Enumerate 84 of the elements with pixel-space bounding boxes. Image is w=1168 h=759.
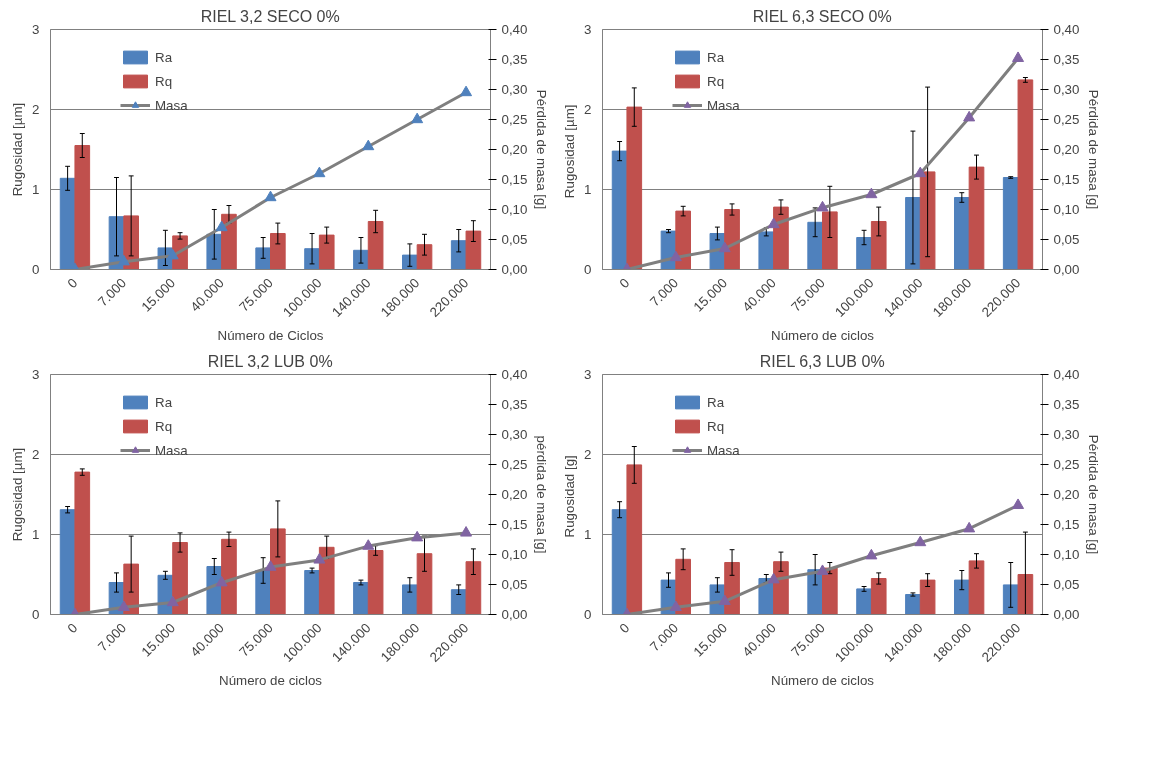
y2-tick-label: 0,25	[501, 112, 528, 127]
y2-tick-label: 0,35	[1053, 52, 1080, 67]
chart-title: RIEL 6,3 LUB 0%	[759, 352, 885, 370]
y2-tick-label: 0,15	[501, 172, 528, 187]
legend-label: Rq	[707, 418, 726, 434]
y2-tick-label: 0,30	[1053, 82, 1080, 97]
y2-tick-label: 0,05	[1053, 232, 1080, 247]
y2-tick-label: 0,35	[501, 52, 528, 67]
y-tick-label: 1	[584, 527, 592, 542]
y2-tick-label: 0,05	[501, 577, 528, 592]
y2-tick-label: 0,25	[1053, 112, 1080, 127]
y2-tick-label: 0,20	[501, 487, 528, 502]
y2-tick-label: 0,20	[501, 142, 528, 157]
y2-tick-label: 0,05	[501, 232, 528, 247]
y2-tick-label: 0,10	[501, 547, 528, 562]
y2-tick-label: 0,00	[1053, 607, 1080, 622]
y-tick-label: 1	[32, 527, 40, 542]
y2-tick-label: 0,10	[1053, 547, 1080, 562]
y2-tick-label: 0,30	[501, 82, 528, 97]
legend-label: Ra	[155, 394, 174, 410]
x-axis-title: Número de ciclos	[771, 672, 875, 688]
legend-label: Masa	[155, 442, 188, 458]
y2-tick-label: 0,30	[501, 427, 528, 442]
y-tick-label: 2	[584, 447, 592, 462]
y2-axis-title: pérdida de masa [g]	[534, 435, 550, 554]
y2-tick-label: 0,15	[1053, 172, 1080, 187]
y2-tick-label: 0,25	[501, 457, 528, 472]
y2-axis-title: Pérdida de masa [g]	[1086, 89, 1102, 210]
y-axis-title: Rugosidad [g]	[562, 455, 578, 538]
y-tick-label: 0	[32, 607, 40, 622]
y-tick-label: 3	[584, 367, 592, 382]
y-tick-label: 2	[32, 102, 40, 117]
y2-tick-label: 0,15	[1053, 517, 1080, 532]
y2-tick-label: 0,40	[1053, 22, 1080, 37]
legend-label: Ra	[707, 49, 726, 65]
y2-tick-label: 0,10	[1053, 202, 1080, 217]
legend-label: Rq	[155, 73, 174, 89]
y-axis-title: Rugosidad [µm]	[10, 447, 26, 542]
x-tick-label: 0	[616, 275, 633, 292]
y-tick-label: 3	[32, 367, 40, 382]
y-tick-label: 3	[584, 22, 592, 37]
y2-tick-label: 0,00	[501, 607, 528, 622]
legend-label: Rq	[707, 73, 726, 89]
legend-label: Masa	[155, 97, 188, 113]
x-tick-label: 0	[64, 275, 81, 292]
legend-label: Masa	[707, 97, 740, 113]
x-axis-title: Número de ciclos	[771, 327, 875, 343]
y2-tick-label: 0,40	[1053, 367, 1080, 382]
y2-tick-label: 0,20	[1053, 142, 1080, 157]
y2-tick-label: 0,00	[1053, 262, 1080, 277]
y2-tick-label: 0,25	[1053, 457, 1080, 472]
legend-label: Masa	[707, 442, 740, 458]
legend-label: Ra	[707, 394, 726, 410]
y2-tick-label: 0,20	[1053, 487, 1080, 502]
chart-title: RIEL 3,2 LUB 0%	[207, 352, 333, 370]
y2-axis-title: Pérdida de masa [g]	[534, 89, 550, 210]
y-axis-title: Rugosidad [µm]	[10, 102, 26, 197]
y2-tick-label: 0,35	[1053, 397, 1080, 412]
x-axis-title: Número de Ciclos	[217, 327, 324, 343]
y2-tick-label: 0,05	[1053, 577, 1080, 592]
chart-title: RIEL 3,2 SECO 0%	[200, 7, 340, 25]
chart-title: RIEL 6,3 SECO 0%	[752, 7, 892, 25]
y-tick-label: 0	[584, 262, 592, 277]
y2-tick-label: 0,15	[501, 517, 528, 532]
y2-tick-label: 0,40	[501, 367, 528, 382]
legend-label: Rq	[155, 418, 174, 434]
y-tick-label: 1	[584, 182, 592, 197]
y2-tick-label: 0,10	[501, 202, 528, 217]
y-tick-label: 2	[584, 102, 592, 117]
y-tick-label: 2	[32, 447, 40, 462]
x-tick-label: 0	[616, 620, 633, 637]
y-axis-title: Rugosidad [µm]	[562, 104, 578, 199]
x-tick-label: 0	[64, 620, 81, 637]
y2-tick-label: 0,40	[501, 22, 528, 37]
y2-tick-label: 0,00	[501, 262, 528, 277]
y2-tick-label: 0,35	[501, 397, 528, 412]
y2-tick-label: 0,30	[1053, 427, 1080, 442]
x-axis-title: Número de ciclos	[219, 672, 323, 688]
y-tick-label: 0	[584, 607, 592, 622]
y-tick-label: 0	[32, 262, 40, 277]
y-tick-label: 3	[32, 22, 40, 37]
y2-axis-title: Pérdida de masa [g]	[1086, 434, 1102, 555]
y-tick-label: 1	[32, 182, 40, 197]
legend-label: Ra	[155, 49, 174, 65]
